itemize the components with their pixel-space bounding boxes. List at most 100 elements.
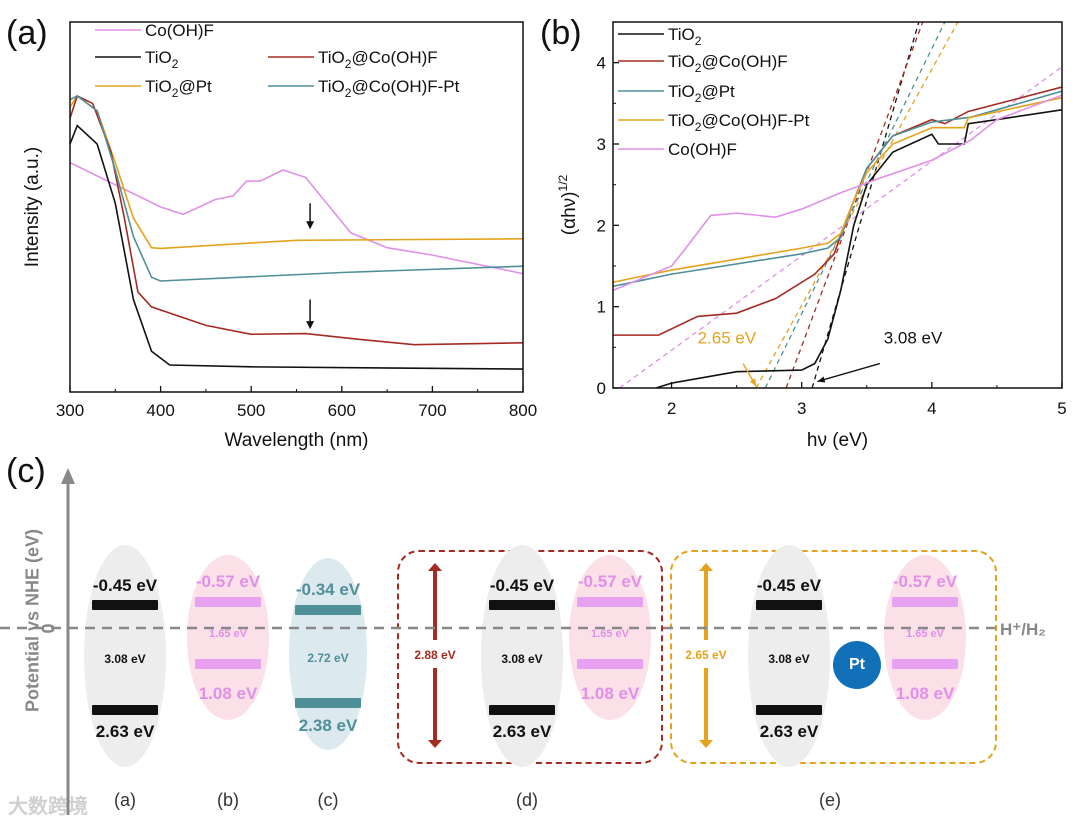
composite-box-e <box>670 550 997 764</box>
band-e-tio2-vb-label: 2.63 eV <box>759 722 819 741</box>
plot-frame-b <box>612 21 1063 389</box>
band-e-tio2-vb-bar <box>756 705 822 715</box>
legend-label-a: TiO2 <box>145 48 179 71</box>
plot-area-b <box>613 22 1062 388</box>
x-axis-label-a: Wavelength (nm) <box>225 430 369 451</box>
tangent-line-b-3 <box>755 22 959 388</box>
band-e-cooh-vb-bar <box>892 659 958 669</box>
annotation-arrow-head-b-0 <box>749 378 757 387</box>
x-tick-label-a: 800 <box>509 401 537 420</box>
band-b-gap-label: 1.65 eV <box>209 628 247 640</box>
reference-label: H⁺/H₂ <box>1000 620 1046 639</box>
y-axis-label-a: Intensity (a.u.) <box>22 147 43 267</box>
panel-label-a: (a) <box>6 14 48 52</box>
band-e-cooh-vb-label: 1.08 eV <box>895 684 955 703</box>
legend-label-a: Co(OH)F <box>145 21 214 40</box>
band-c-vb-bar <box>295 698 361 708</box>
band-b-ellipse <box>187 555 269 720</box>
band-b-vb-label: 1.08 eV <box>198 684 258 703</box>
legend-label-a: TiO2@Pt <box>145 77 212 100</box>
column-label-d: (d) <box>516 790 538 810</box>
band-d-tio2-vb-label: 2.63 eV <box>492 722 552 741</box>
band-a-gap-label: 3.08 eV <box>104 652 146 666</box>
x-tick-label-a: 600 <box>328 401 356 420</box>
band-d-cooh-gap-label: 1.65 eV <box>591 628 629 640</box>
legend-label-a: TiO2@Co(OH)F <box>318 48 438 71</box>
column-label-a: (a) <box>114 790 136 810</box>
band-e-tio2-gap-label: 3.08 eV <box>768 652 810 666</box>
y-tick-label-b: 4 <box>597 54 606 73</box>
y-tick-label-b: 2 <box>597 216 606 235</box>
column-label-e: (e) <box>819 790 841 810</box>
band-c-ellipse <box>289 558 367 750</box>
x-tick-label-a: 700 <box>418 401 446 420</box>
watermark: 大数跨境 <box>8 796 88 818</box>
legend-label-b: TiO2@Pt <box>668 82 735 105</box>
band-e-gap-label: 2.65 eV <box>685 648 727 662</box>
band-d-tio2-vb-bar <box>489 705 555 715</box>
band-c-cb-bar <box>295 605 361 615</box>
band-d-tio2-ellipse <box>481 545 563 767</box>
band-a-cb-label: -0.45 eV <box>92 576 158 595</box>
band-c-cb-label: -0.34 eV <box>295 580 361 599</box>
x-tick-label-a: 400 <box>146 401 174 420</box>
arrow-head-a-1 <box>306 321 315 330</box>
legend-label-b: TiO2@Co(OH)F-Pt <box>668 111 810 134</box>
legend-label-b: TiO2@Co(OH)F <box>668 52 788 75</box>
band-d-cooh-vb-bar <box>577 659 643 669</box>
band-a-cb-bar <box>92 600 158 610</box>
band-c-gap-label: 2.72 eV <box>307 651 349 665</box>
band-e-tio2-cb-bar <box>756 600 822 610</box>
x-tick-label-a: 300 <box>56 401 84 420</box>
series-line-b-4 <box>613 94 1062 292</box>
tangent-line-b-1 <box>785 22 924 388</box>
band-e-down-arrow-head <box>699 740 713 748</box>
x-tick-label-b: 4 <box>927 399 936 418</box>
band-b-vb-bar <box>195 659 261 669</box>
legend-label-a: TiO2@Co(OH)F-Pt <box>318 77 460 100</box>
annotation-arrow-b-1 <box>817 362 880 383</box>
y-tick-label-b: 0 <box>597 379 606 398</box>
band-d-gap-label: 2.88 eV <box>414 648 456 662</box>
band-e-cooh-ellipse <box>884 555 966 720</box>
x-tick-label-b: 3 <box>797 399 806 418</box>
band-b-cb-bar <box>195 597 261 607</box>
series-line-a-3 <box>69 94 524 346</box>
series-line-a-0 <box>69 161 524 275</box>
panel-label-b: (b) <box>540 14 582 52</box>
band-c-vb-label: 2.38 eV <box>298 716 358 735</box>
band-d-cooh-ellipse <box>569 555 651 720</box>
band-d-down-arrow-head <box>428 740 442 748</box>
band-d-up-arrow-head <box>428 563 442 571</box>
column-label-c: (c) <box>317 790 339 810</box>
series-line-a-4 <box>69 95 524 282</box>
x-tick-label-a: 500 <box>237 401 265 420</box>
band-e-tio2-cb-label: -0.45 eV <box>756 576 822 595</box>
annotation-arrow-head-b-1 <box>817 376 826 383</box>
band-e-cooh-cb-bar <box>892 597 958 607</box>
annotation-b-0: 2.65 eV <box>698 328 757 347</box>
band-d-tio2-cb-bar <box>489 600 555 610</box>
legend-label-b: Co(OH)F <box>668 140 737 159</box>
tangent-line-b-0 <box>811 22 920 388</box>
y-tick-label-b: 3 <box>597 135 606 154</box>
band-a-vb-bar <box>92 705 158 715</box>
band-d-cooh-cb-bar <box>577 597 643 607</box>
tangent-line-b-4 <box>619 66 1062 388</box>
band-e-cooh-gap-label: 1.65 eV <box>906 628 944 640</box>
band-a-ellipse <box>84 545 166 767</box>
band-e-cooh-cb-label: -0.57 eV <box>892 572 958 591</box>
annotation-b-1: 3.08 eV <box>884 328 943 347</box>
arrow-head-a-0 <box>306 221 315 230</box>
y-axis-label-b: (αhν)1/2 <box>556 174 580 235</box>
panel-label-c: (c) <box>6 452 46 490</box>
band-e-tio2-ellipse <box>748 545 830 767</box>
series-line-b-0 <box>655 109 1062 388</box>
x-tick-label-b: 2 <box>667 399 676 418</box>
band-b-cb-label: -0.57 eV <box>195 572 261 591</box>
band-d-tio2-cb-label: -0.45 eV <box>489 576 555 595</box>
axis-arrow-icon <box>61 468 75 484</box>
band-e-up-arrow-head <box>699 563 713 571</box>
band-d-cooh-cb-label: -0.57 eV <box>577 572 643 591</box>
